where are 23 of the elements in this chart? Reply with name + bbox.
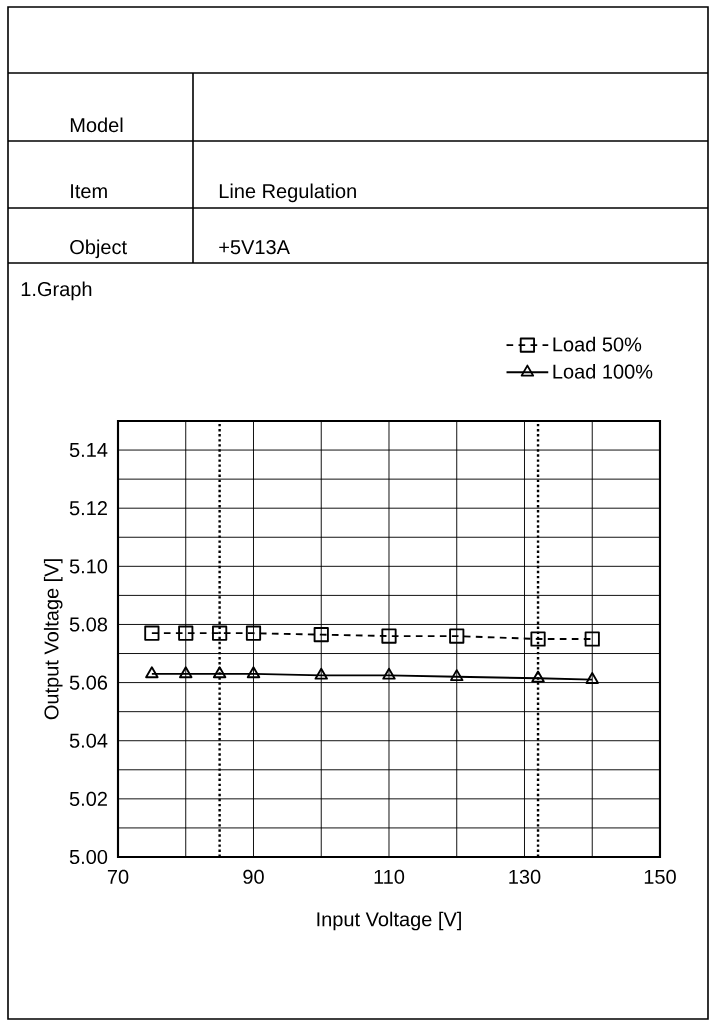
text: 1.Graph xyxy=(21,281,92,301)
x-tick-label: 70 xyxy=(107,869,129,884)
legend-label: Load 50% xyxy=(553,336,642,352)
y-tick-label: 5.06 xyxy=(69,675,108,690)
y-axis-title: Output Voltage [V] xyxy=(43,559,63,720)
x-tick-label: 130 xyxy=(509,869,541,884)
y-tick-label: 5.10 xyxy=(69,559,108,574)
text: Line Regulation xyxy=(219,183,356,203)
x-tick-label: 90 xyxy=(243,869,264,884)
y-tick-label: 5.02 xyxy=(69,791,107,806)
y-tick-label: 5.14 xyxy=(69,443,108,458)
x-tick-label: 150 xyxy=(644,869,676,884)
text: +5V13A xyxy=(219,240,290,255)
x-axis-title: Input Voltage [V] xyxy=(317,911,461,931)
x-tick-label: 110 xyxy=(374,869,405,884)
text: Model xyxy=(70,117,123,133)
y-tick-label: 5.08 xyxy=(69,617,108,632)
y-tick-label: 5.12 xyxy=(69,501,107,516)
text: Item xyxy=(71,184,107,199)
text: Object xyxy=(70,239,127,259)
legend-label: Load 100% xyxy=(553,364,653,379)
y-tick-label: 5.00 xyxy=(69,849,108,865)
y-tick-label: 5.04 xyxy=(69,733,108,748)
